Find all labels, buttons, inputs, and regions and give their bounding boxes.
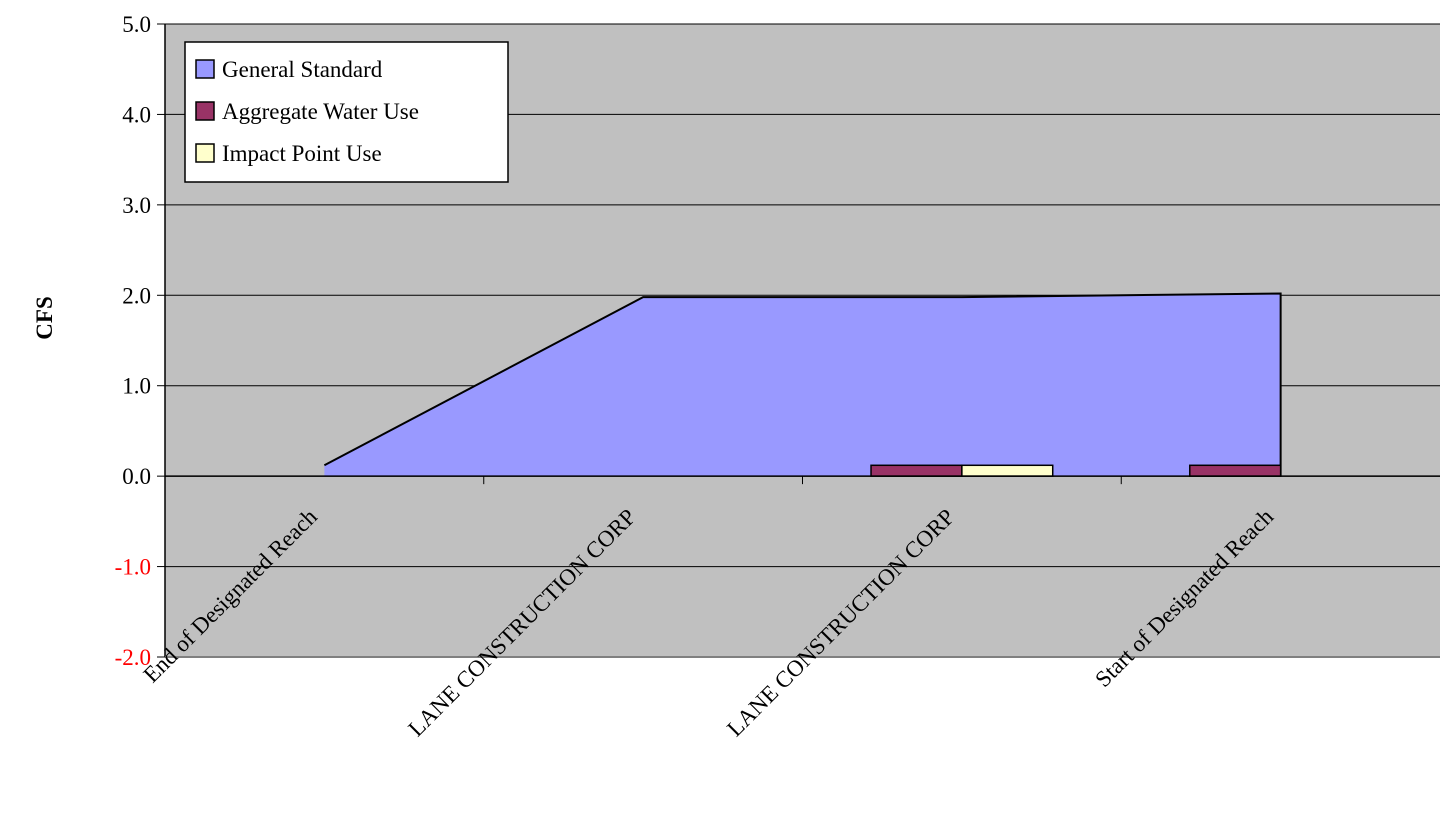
impact-point-use-legend-label: Impact Point Use (222, 141, 382, 166)
general-standard-legend-swatch (195, 59, 215, 79)
y-tick-label: 5.0 (122, 12, 151, 37)
impact-point-use-bar (961, 464, 1054, 477)
legend: General Standard Aggregate Water Use Impac… (184, 41, 509, 183)
impact-point-use-legend-swatch (195, 143, 215, 163)
general-standard-line (323, 292, 1282, 477)
aggregate-water-use-bar (870, 464, 963, 477)
y-axis-title: CFS (32, 296, 57, 339)
y-tick-labels: 5.0 4.0 3.0 2.0 1.0 0.0 -1.0 -2.0 (115, 12, 151, 670)
y-tick-label: -2.0 (115, 645, 151, 670)
general-standard-legend-label: General Standard (222, 57, 383, 82)
y-tick-label: 1.0 (122, 374, 151, 399)
y-tick-label: 3.0 (122, 193, 151, 218)
aggregate-water-use-legend-label: Aggregate Water Use (222, 99, 419, 124)
y-tick-label: -1.0 (115, 555, 151, 580)
y-tick-label: 0.0 (122, 464, 151, 489)
aggregate-water-use-bar (1189, 464, 1282, 477)
y-tick-label: 2.0 (122, 283, 151, 308)
y-tick-label: 4.0 (122, 102, 151, 127)
general-standard-area (324, 293, 1281, 477)
legend-box (184, 41, 509, 183)
area-series-layer (323, 292, 1282, 477)
axes (157, 23, 1440, 658)
aggregate-water-use-legend-swatch (195, 101, 215, 121)
